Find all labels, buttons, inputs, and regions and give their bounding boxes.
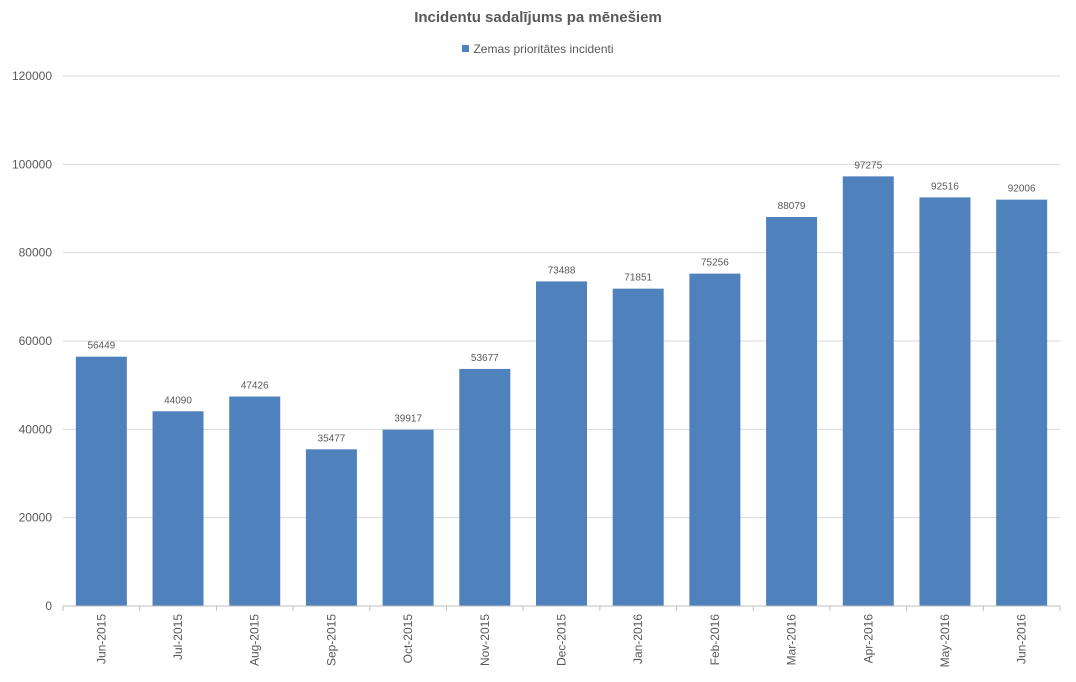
y-tick-label: 100000: [12, 157, 52, 171]
x-tick-label: Jan-2016: [631, 614, 645, 664]
data-label: 97275: [854, 160, 882, 171]
bar: [305, 449, 357, 606]
x-tick-label: Jun-2016: [1015, 614, 1029, 664]
data-label: 44090: [164, 395, 192, 406]
data-label: 71851: [624, 273, 652, 284]
x-tick-label: Aug-2015: [248, 614, 262, 666]
data-label: 73488: [548, 265, 576, 276]
chart-title: Incidentu sadalījums pa mēnešiem: [414, 9, 662, 26]
x-tick-label: Feb-2016: [708, 614, 722, 666]
data-label: 39917: [394, 414, 422, 425]
data-label: 75256: [701, 258, 729, 269]
x-tick-label: Nov-2015: [478, 614, 492, 666]
bar: [382, 429, 434, 606]
bar: [536, 281, 587, 606]
y-tick-label: 120000: [12, 69, 52, 83]
y-tick-label: 20000: [19, 511, 53, 525]
x-tick-label: Oct-2015: [401, 614, 415, 664]
data-label: 92516: [931, 181, 959, 192]
x-tick-label: Dec-2015: [555, 614, 569, 666]
y-tick-label: 60000: [19, 334, 53, 348]
y-tick-label: 0: [45, 599, 52, 613]
data-label: 56449: [87, 341, 115, 352]
bar: [229, 396, 281, 606]
data-label: 47426: [241, 381, 269, 392]
x-tick-label: Jul-2015: [171, 614, 185, 660]
legend-label: Zemas prioritātes incidenti: [473, 42, 614, 56]
y-tick-label: 80000: [19, 246, 53, 260]
bar: [75, 356, 127, 606]
bar: [689, 273, 741, 606]
bar: [766, 216, 818, 606]
data-label: 53677: [471, 353, 499, 364]
x-tick-label: Apr-2016: [861, 614, 875, 664]
data-label: 35477: [318, 433, 346, 444]
legend-swatch: [462, 45, 470, 53]
data-label: 92006: [1008, 184, 1036, 195]
data-label: 88079: [778, 201, 806, 212]
x-tick-label: May-2016: [938, 614, 952, 668]
x-tick-label: Sep-2015: [324, 614, 338, 666]
x-tick-label: Mar-2016: [785, 614, 799, 666]
bar: [459, 368, 511, 606]
x-tick-label: Jun-2015: [94, 614, 108, 664]
bar: [919, 197, 971, 606]
bar: [152, 411, 204, 606]
legend: Zemas prioritātes incidenti: [0, 42, 1076, 56]
bar: [996, 199, 1048, 606]
bar: [612, 288, 664, 606]
y-tick-label: 40000: [19, 422, 53, 436]
bar: [842, 176, 894, 606]
